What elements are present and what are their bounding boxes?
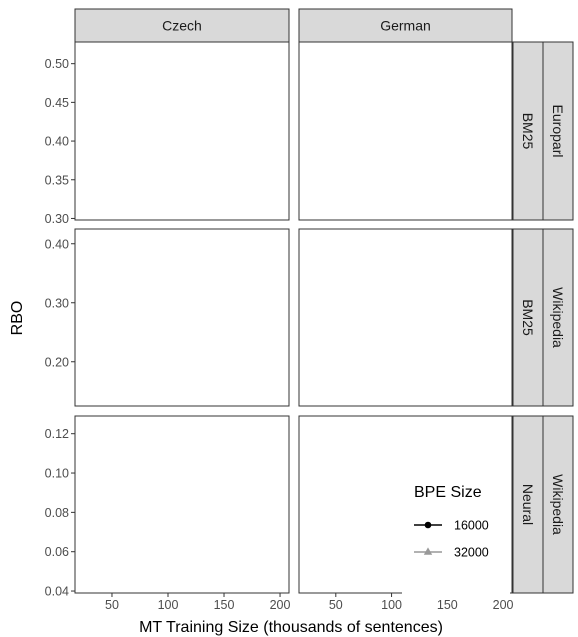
row-strip-retriever bbox=[512, 41, 544, 221]
x-tick-label: 50 bbox=[329, 598, 343, 612]
row-strip-corpus-label: Europarl bbox=[550, 105, 566, 158]
legend-key-marker bbox=[423, 547, 433, 555]
column-strip-label: German bbox=[380, 18, 431, 34]
x-tick-label: 150 bbox=[437, 598, 458, 612]
panel-german-row-0 bbox=[298, 41, 513, 221]
y-tick-label: 0.08 bbox=[45, 506, 69, 520]
row-strip-corpus bbox=[542, 228, 574, 407]
y-tick-label: 0.04 bbox=[45, 585, 69, 599]
row-strip-retriever bbox=[512, 228, 544, 407]
legend-background bbox=[402, 474, 510, 598]
row-strip-corpus bbox=[542, 415, 574, 594]
column-strip-czech bbox=[74, 8, 290, 43]
panel-border bbox=[298, 228, 513, 407]
y-tick-label: 0.06 bbox=[45, 545, 69, 559]
row-strip-retriever-label: BM25 bbox=[520, 299, 536, 336]
y-tick-label: 0.20 bbox=[45, 355, 69, 369]
y-tick-label: 0.50 bbox=[45, 57, 69, 71]
row-strips: BM25 Europarl BM25 Wikipedia Neural Wikipedia bbox=[512, 41, 574, 594]
y-tick-label: 0.10 bbox=[45, 467, 69, 481]
row-strip-corpus-label: Wikipedia bbox=[550, 474, 566, 535]
y-tick-label: 0.45 bbox=[45, 96, 69, 110]
x-tick-label: 200 bbox=[493, 598, 514, 612]
panel-czech-row-2: 0.04 0.06 0.08 0.10 0.12 50 100 150 200 bbox=[45, 415, 291, 612]
row-strip-retriever-label: Neural bbox=[520, 484, 536, 525]
y-tick-label: 0.12 bbox=[45, 427, 69, 441]
panel-border bbox=[298, 41, 513, 221]
y-axis-title: RBO bbox=[9, 301, 26, 336]
x-tick-label: 150 bbox=[214, 598, 235, 612]
y-tick-label: 0.40 bbox=[45, 237, 69, 251]
panel-border bbox=[74, 41, 290, 221]
x-tick-label: 200 bbox=[270, 598, 291, 612]
y-tick-label: 0.40 bbox=[45, 135, 69, 149]
panel-german-row-1 bbox=[298, 228, 513, 407]
panel-border bbox=[74, 415, 290, 594]
column-strip-german bbox=[298, 8, 513, 43]
panel-czech-row-0: 0.30 0.35 0.40 0.45 0.50 bbox=[45, 41, 290, 226]
row-strip-corpus-label: Wikipedia bbox=[550, 287, 566, 348]
x-axis-title: MT Training Size (thousands of sentences… bbox=[139, 619, 443, 636]
x-tick-label: 50 bbox=[105, 598, 119, 612]
y-tick-label: 0.30 bbox=[45, 212, 69, 226]
row-strip-retriever-label: BM25 bbox=[520, 113, 536, 150]
column-strips: Czech German bbox=[74, 8, 513, 43]
y-tick-label: 0.30 bbox=[45, 296, 69, 310]
x-tick-label: 100 bbox=[158, 598, 179, 612]
column-strip-label: Czech bbox=[162, 18, 202, 34]
panel-czech-row-1: 0.20 0.30 0.40 bbox=[45, 228, 290, 407]
legend-entry-32000: 32000 bbox=[414, 546, 489, 560]
row-strip-corpus bbox=[542, 41, 574, 221]
chart-panels: 0.30 0.35 0.40 0.45 0.50 0.20 0.30 0.40 0.04 0.06… bbox=[45, 41, 514, 612]
legend-entry-16000: 16000 bbox=[414, 519, 489, 533]
legend-label: 16000 bbox=[454, 519, 489, 533]
legend-key-marker bbox=[424, 521, 432, 529]
legend-title: BPE Size bbox=[414, 484, 482, 501]
legend-label: 32000 bbox=[454, 546, 489, 560]
y-tick-label: 0.35 bbox=[45, 173, 69, 187]
panel-border bbox=[74, 228, 290, 407]
row-strip-retriever bbox=[512, 415, 544, 594]
legend-entries: 16000 32000 bbox=[414, 519, 489, 560]
x-tick-label: 100 bbox=[381, 598, 402, 612]
legend: BPE Size 16000 32000 bbox=[402, 474, 510, 598]
